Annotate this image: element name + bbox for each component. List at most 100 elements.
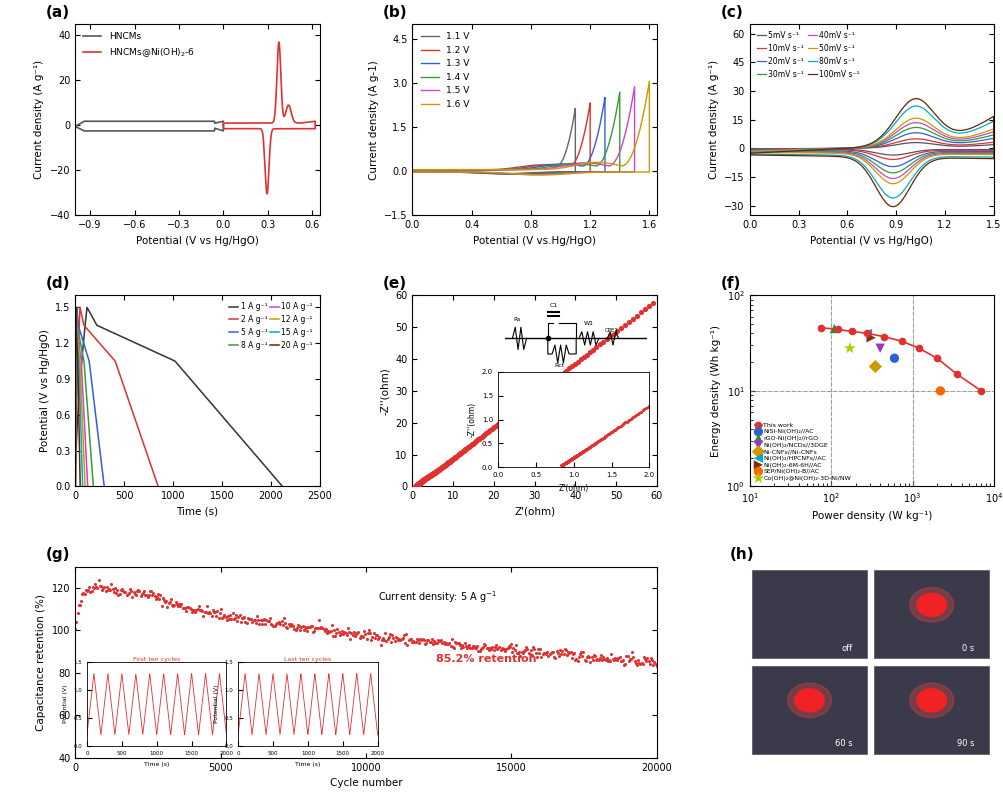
Point (636, 303, 652, 316)
Point (408, 479, 424, 492)
Point (602, 330, 618, 343)
Line: 10 A g⁻¹: 10 A g⁻¹ (75, 307, 87, 486)
1.2 V (563, 161, 575, 171)
Line: 12 A g⁻¹: 12 A g⁻¹ (75, 307, 85, 486)
Point (439, 457, 455, 470)
X-axis label: Power density (W kg⁻¹): Power density (W kg⁻¹) (810, 511, 931, 521)
Point (412, 476, 428, 488)
1.4 V (613, 87, 625, 97)
Point (446, 451, 462, 464)
20 A g⁻¹ (71, 339, 83, 348)
Point (430, 463, 446, 476)
Point (569, 355, 585, 368)
Point (408, 480, 424, 492)
Line: 2 A g⁻¹: 2 A g⁻¹ (75, 307, 158, 486)
Point (558, 364, 574, 377)
1.2 V (477, 168, 489, 178)
Line: 30mV s⁻¹: 30mV s⁻¹ (749, 127, 993, 172)
1.1 V (406, 166, 418, 176)
10 A g⁻¹ (73, 340, 85, 350)
1.1 V (471, 168, 483, 178)
Point (483, 422, 499, 435)
Point (407, 480, 423, 492)
Point (409, 479, 425, 492)
Point (415, 473, 431, 486)
Line: 1.4 V: 1.4 V (412, 92, 619, 174)
20mV s⁻¹ (825, 143, 838, 153)
Point (425, 467, 441, 480)
10mV s⁻¹ (887, 155, 899, 164)
1.4 V (496, 168, 509, 178)
50mV s⁻¹ (825, 144, 838, 154)
1.6 V (406, 166, 418, 176)
8 A g⁻¹ (70, 321, 82, 330)
Point (487, 419, 504, 432)
Point (440, 456, 456, 469)
2 A g⁻¹ (69, 481, 81, 491)
Point (628, 310, 644, 322)
Point (465, 436, 481, 449)
Co(OH)₂@Ni(OH)₂-3D-Ni/NW (841, 342, 857, 355)
Point (408, 479, 424, 492)
Point (585, 343, 601, 356)
Point (408, 480, 424, 492)
X-axis label: Time (s): Time (s) (177, 507, 219, 517)
HNCMs (78, 116, 90, 126)
Point (410, 478, 426, 491)
Point (441, 455, 457, 468)
Point (413, 475, 429, 488)
Point (410, 477, 426, 490)
Point (408, 479, 424, 492)
Point (409, 478, 425, 491)
Point (564, 359, 580, 372)
Point (421, 469, 437, 482)
Text: 85.2% retention: 85.2% retention (435, 654, 536, 664)
Y-axis label: Current density (A g⁻¹): Current density (A g⁻¹) (34, 60, 44, 179)
Point (415, 473, 431, 486)
Point (529, 387, 545, 400)
Point (431, 462, 447, 475)
Point (479, 426, 495, 438)
Point (408, 480, 424, 492)
HNCMs (99, 116, 111, 126)
Point (424, 467, 440, 480)
12 A g⁻¹ (75, 395, 87, 405)
Ni-CNFs//Ni-CNFs (867, 360, 883, 373)
Point (408, 480, 424, 492)
FancyBboxPatch shape (874, 666, 988, 754)
80mV s⁻¹ (909, 102, 921, 111)
Point (461, 439, 477, 452)
Point (413, 475, 429, 488)
Text: (f): (f) (719, 276, 740, 291)
Point (598, 333, 614, 346)
Text: 90 s: 90 s (956, 739, 974, 748)
Point (419, 471, 435, 484)
Point (409, 478, 425, 491)
Point (407, 480, 423, 492)
HNCMs (190, 116, 202, 126)
30mV s⁻¹ (908, 123, 920, 132)
Point (407, 480, 423, 492)
Text: 0 s: 0 s (961, 643, 974, 653)
Point (436, 459, 452, 472)
40mV s⁻¹ (955, 134, 967, 143)
Point (408, 479, 424, 492)
Point (407, 480, 423, 492)
Point (443, 453, 459, 466)
Point (408, 480, 424, 492)
Point (591, 338, 607, 351)
10 A g⁻¹ (70, 321, 82, 330)
This work (845, 326, 857, 336)
Point (548, 372, 564, 385)
1.6 V (500, 168, 513, 178)
1.1 V (508, 168, 520, 178)
This work (861, 329, 873, 339)
NiSi-Ni(OH)₂//AC (886, 351, 902, 364)
Point (437, 458, 453, 471)
Point (595, 335, 611, 348)
1.3 V (406, 166, 418, 176)
Point (408, 480, 424, 492)
Point (418, 472, 434, 484)
Point (588, 341, 604, 354)
1.4 V (574, 159, 586, 168)
